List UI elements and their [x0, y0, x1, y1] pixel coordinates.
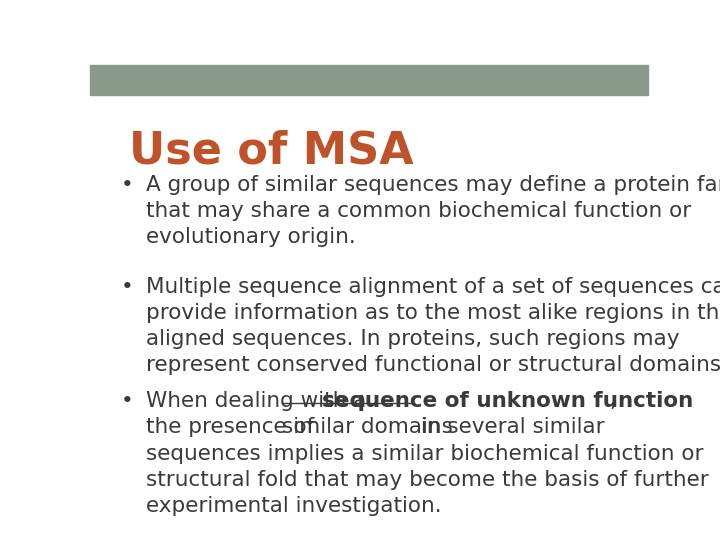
Text: provide information as to the most alike regions in the: provide information as to the most alike… — [145, 303, 720, 323]
Text: the presence of: the presence of — [145, 417, 321, 437]
Text: •: • — [121, 391, 133, 411]
Text: structural fold that may become the basis of further: structural fold that may become the basi… — [145, 470, 708, 490]
Bar — [90, 65, 648, 94]
Text: •: • — [121, 175, 133, 195]
Text: Multiple sequence alignment of a set of sequences can: Multiple sequence alignment of a set of … — [145, 277, 720, 297]
Text: sequence of unknown function: sequence of unknown function — [322, 391, 693, 411]
Text: ,: , — [610, 391, 616, 411]
Text: aligned sequences. In proteins, such regions may: aligned sequences. In proteins, such reg… — [145, 329, 679, 349]
Text: sequences implies a similar biochemical function or: sequences implies a similar biochemical … — [145, 443, 703, 464]
Text: that may share a common biochemical function or: that may share a common biochemical func… — [145, 201, 691, 221]
Text: •: • — [121, 277, 133, 297]
Text: similar domains: similar domains — [282, 417, 452, 437]
Text: When dealing with a: When dealing with a — [145, 391, 373, 411]
Text: represent conserved functional or structural domains.: represent conserved functional or struct… — [145, 355, 720, 375]
Text: Use of MSA: Use of MSA — [129, 129, 414, 172]
Text: evolutionary origin.: evolutionary origin. — [145, 227, 356, 247]
Text: in several similar: in several similar — [414, 417, 605, 437]
Text: experimental investigation.: experimental investigation. — [145, 496, 441, 516]
Text: A group of similar sequences may define a protein family: A group of similar sequences may define … — [145, 175, 720, 195]
